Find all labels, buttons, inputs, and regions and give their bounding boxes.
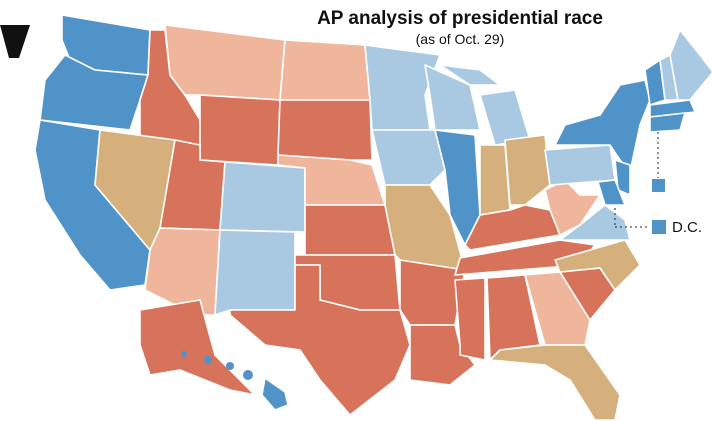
state (597, 179, 626, 206)
state (39, 54, 149, 131)
island (181, 351, 187, 357)
state (439, 64, 501, 86)
state (424, 64, 481, 131)
state (524, 271, 591, 346)
dc-box (652, 220, 666, 234)
island (226, 362, 234, 370)
state (544, 144, 616, 186)
small-state-box (652, 179, 665, 192)
island (204, 356, 212, 364)
state (139, 299, 256, 396)
state (464, 204, 561, 251)
state (229, 264, 411, 416)
state (219, 161, 306, 233)
state (279, 39, 371, 101)
states (34, 14, 714, 421)
state (164, 24, 286, 101)
state (454, 277, 486, 361)
state (409, 324, 476, 386)
state (649, 112, 686, 133)
state (504, 134, 551, 206)
state (199, 94, 281, 166)
state (304, 204, 396, 256)
state (371, 129, 446, 186)
state (261, 377, 289, 411)
cut-glyph (0, 25, 30, 58)
state (144, 227, 221, 316)
state (277, 99, 373, 161)
subtitle: (as of Oct. 29) (416, 31, 505, 47)
title: AP analysis of presidential race (317, 8, 603, 29)
state (214, 229, 296, 316)
state (669, 29, 714, 101)
dc-label: D.C. (672, 219, 702, 236)
state (489, 344, 621, 421)
state (614, 159, 631, 196)
island (243, 370, 253, 380)
state (479, 89, 531, 146)
